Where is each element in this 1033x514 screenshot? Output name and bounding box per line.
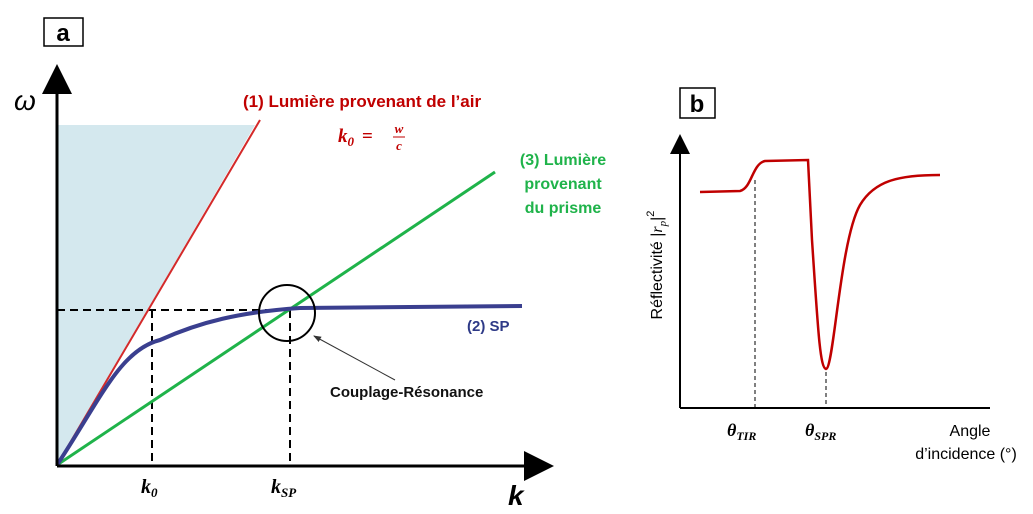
formula: k0 =	[338, 126, 373, 149]
y-axis-label: Réflectivité |rp|2	[645, 211, 669, 320]
annotation: Couplage-Résonance	[330, 384, 483, 401]
x-axis-label: d’incidence (°)	[915, 446, 1017, 463]
panel-label: b	[690, 91, 705, 118]
tick-part: 0	[151, 485, 158, 500]
curve-label: du prisme	[525, 200, 602, 217]
curve-label: provenant	[524, 176, 602, 193]
curve-label: (2) SP	[467, 318, 510, 335]
panel-label-box	[679, 87, 716, 119]
label-part: |	[649, 217, 666, 221]
tick-part: SP	[281, 485, 297, 500]
panel-b: b Réflectivité |rp|2 θTIR θSPR Angle d’i…	[645, 87, 1017, 463]
resonance-circle	[258, 284, 316, 342]
formula-part: 0	[348, 134, 355, 149]
tick-part: TIR	[736, 429, 756, 443]
pointer-arrow	[313, 335, 396, 381]
sp-curve	[55, 304, 523, 467]
tick-part: k	[271, 476, 281, 498]
formula-part: =	[362, 126, 373, 147]
tick-part: SPR	[814, 429, 836, 443]
panel-label: a	[56, 20, 70, 47]
tick-label: θTIR	[727, 420, 756, 443]
prism-light-line	[56, 170, 496, 467]
tick-label: kSP	[271, 476, 297, 500]
tick-label: θSPR	[805, 420, 836, 443]
panel-label-box	[43, 17, 84, 47]
formula-part: c	[396, 138, 402, 153]
tick-part: θ	[805, 420, 815, 440]
formula-part: k	[338, 126, 348, 147]
label-part: Réflectivité |	[649, 233, 666, 320]
tick-part: θ	[727, 420, 737, 440]
reflectivity-curve	[699, 158, 941, 371]
y-axis-label: ω	[14, 85, 36, 116]
x-axis-label: Angle	[950, 423, 991, 440]
tick-label: k0	[141, 476, 158, 500]
panel-a: a ω k (1) Lumière provenant de l’air k0 =…	[14, 17, 606, 511]
tick-part: k	[141, 476, 151, 498]
x-axis-label: k	[508, 480, 525, 509]
label-part: 2	[645, 211, 657, 217]
label-part: p	[657, 220, 669, 227]
curve-label: (1) Lumière provenant de l’air	[243, 92, 481, 111]
label-part: r	[649, 226, 666, 233]
formula-part: w	[395, 121, 404, 136]
curve-label: (3) Lumière	[520, 152, 606, 169]
